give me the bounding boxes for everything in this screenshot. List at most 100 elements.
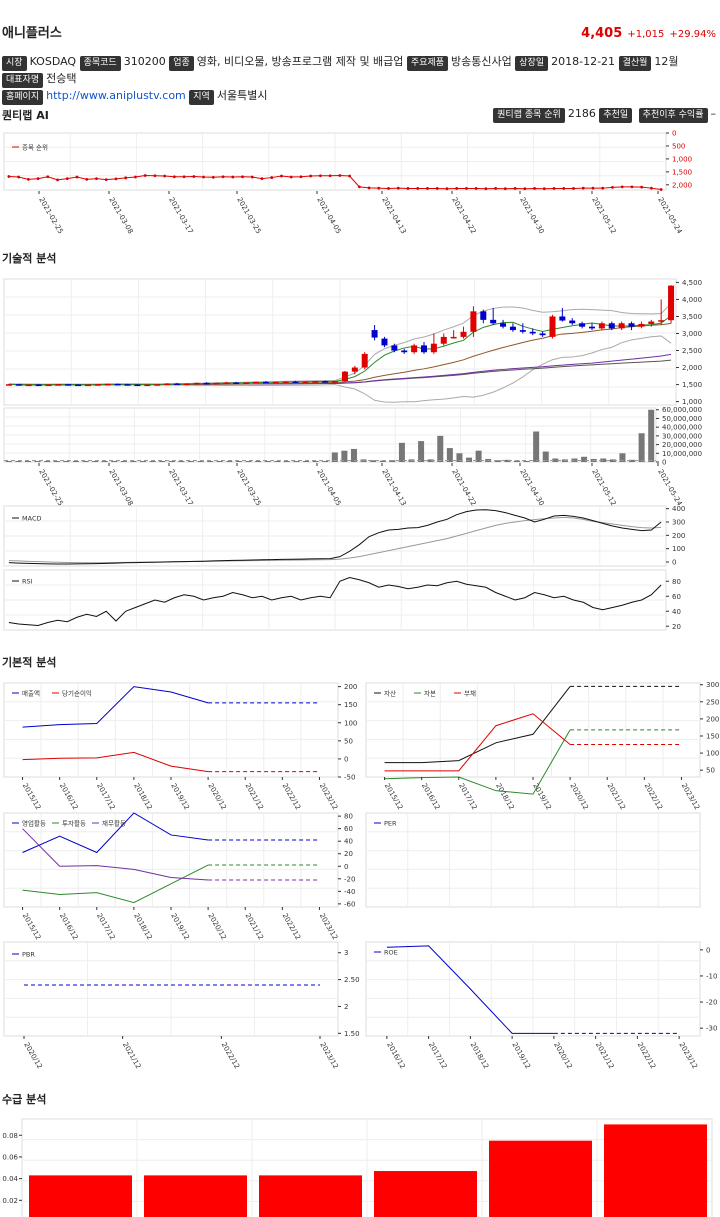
y-tick-label: 40,000,000 <box>662 424 702 432</box>
sales-income-chart-frame <box>3 682 339 778</box>
y-tick-label: 0 <box>344 863 348 871</box>
period-tick-label: 2017/12 <box>457 782 478 811</box>
y-tick-label: 200 <box>672 532 685 540</box>
period-tick-label: 2021/12 <box>243 782 264 811</box>
y-tick-label: 50 <box>344 737 353 745</box>
cashflow-chart-line <box>22 828 209 881</box>
candle-body <box>519 330 526 332</box>
y-tick-label: 0.06 <box>2 1153 18 1161</box>
volume-bar <box>53 461 60 462</box>
y-tick-label: 1.50 <box>344 1030 360 1038</box>
period-tick-label: 2023/12 <box>677 1041 698 1070</box>
supply-bar <box>29 1175 132 1217</box>
candle-body <box>233 382 240 385</box>
candle-body <box>25 384 32 387</box>
date-tick-label: 2021-03-08 <box>107 468 134 507</box>
y-tick-label: 50,000,000 <box>662 415 702 423</box>
candle-body <box>223 382 230 385</box>
rank-point <box>640 185 644 189</box>
candle-body <box>35 384 42 387</box>
y-tick-label: 100 <box>706 750 719 758</box>
volume-bar <box>293 461 300 462</box>
volume-bar <box>446 448 453 462</box>
y-tick-label: 2 <box>344 1003 348 1011</box>
candle-body <box>529 331 536 334</box>
y-tick-label: 80 <box>344 813 353 821</box>
volume-bar <box>513 460 520 462</box>
volume-bar <box>648 409 655 462</box>
fundamental-title: 기본적 분석 <box>2 656 57 669</box>
homepage-link[interactable]: http://www.aniplustv.com <box>46 89 186 102</box>
rank-point <box>620 185 624 189</box>
rank-point <box>649 186 653 190</box>
info-tag: 지역 <box>189 90 214 105</box>
y-tick-label: 1,000 <box>682 398 702 406</box>
y-tick-label: 40 <box>672 608 681 616</box>
volume-bar <box>312 461 319 462</box>
date-tick-label: 2021-03-17 <box>167 196 194 235</box>
volume-bar <box>197 461 204 462</box>
period-tick-label: 2018/12 <box>494 782 515 811</box>
candle-body <box>124 384 131 386</box>
rank-point <box>348 174 352 178</box>
info-tag: 홈페이지 <box>2 90 44 105</box>
candle-body <box>371 330 378 338</box>
rank-point <box>17 175 21 179</box>
candle-body <box>85 384 91 387</box>
candle-body <box>440 336 447 344</box>
y-tick-label: 0 <box>672 559 676 567</box>
period-tick-label: 2021/12 <box>594 1041 615 1070</box>
info-tag: 대표자명 <box>2 73 44 88</box>
rank-point <box>163 174 167 178</box>
date-tick-label: 2021-03-25 <box>235 196 262 235</box>
rank-point <box>367 186 371 190</box>
legend-label: 종목 순위 <box>22 144 48 152</box>
stock-name: 애니플러스 <box>2 26 62 41</box>
cashflow-chart-frame <box>3 812 339 908</box>
y-tick-label: 4,500 <box>682 279 702 287</box>
volume-bar <box>370 460 377 462</box>
period-tick-label: 2017/12 <box>95 912 116 941</box>
period-tick-label: 2018/12 <box>132 912 153 941</box>
candle-body <box>589 326 595 329</box>
listed-value: 2018-12-21 <box>551 55 616 68</box>
y-tick-label: 60 <box>344 825 353 833</box>
rank-point <box>503 187 507 191</box>
candle-body <box>628 323 635 327</box>
date-tick-label: 2021-03-08 <box>107 196 134 235</box>
y-tick-label: 2,500 <box>682 347 702 355</box>
info-tag: 업종 <box>169 56 194 71</box>
info-tag: 추천이후 수익률 <box>638 108 708 123</box>
rank-point <box>56 178 59 182</box>
candle-body <box>15 384 22 386</box>
candle-body <box>658 320 665 322</box>
period-tick-label: 2015/12 <box>21 912 42 941</box>
rank-point <box>435 187 439 190</box>
current-price: 4,405 <box>581 26 623 41</box>
y-tick-label: 250 <box>706 698 719 706</box>
rank-point <box>387 187 390 190</box>
legend-label: 부채 <box>464 690 476 698</box>
candle-body <box>559 316 566 321</box>
ceo-value: 전승택 <box>46 72 77 85</box>
rank-point <box>250 175 254 179</box>
balance-chart-line <box>384 686 571 764</box>
candle-body <box>312 381 319 383</box>
volume-bar <box>504 459 511 462</box>
rank-point <box>143 174 147 177</box>
supply-title: 수급 분석 <box>2 1093 47 1106</box>
volume-bar <box>15 461 22 462</box>
candle-body <box>332 381 339 383</box>
rank-point <box>630 185 634 189</box>
rank-point <box>124 176 128 180</box>
date-tick-label: 2021-04-30 <box>518 468 545 507</box>
candle-body <box>173 383 180 386</box>
y-tick-label: 4,000 <box>682 296 702 304</box>
candle-body <box>183 383 190 386</box>
volume-bar <box>379 460 386 462</box>
period-tick-label: 2017/12 <box>95 782 116 811</box>
supply-bar <box>489 1140 592 1217</box>
volume-bar <box>34 461 41 462</box>
rank-point <box>241 175 244 179</box>
rank-point <box>338 174 342 177</box>
